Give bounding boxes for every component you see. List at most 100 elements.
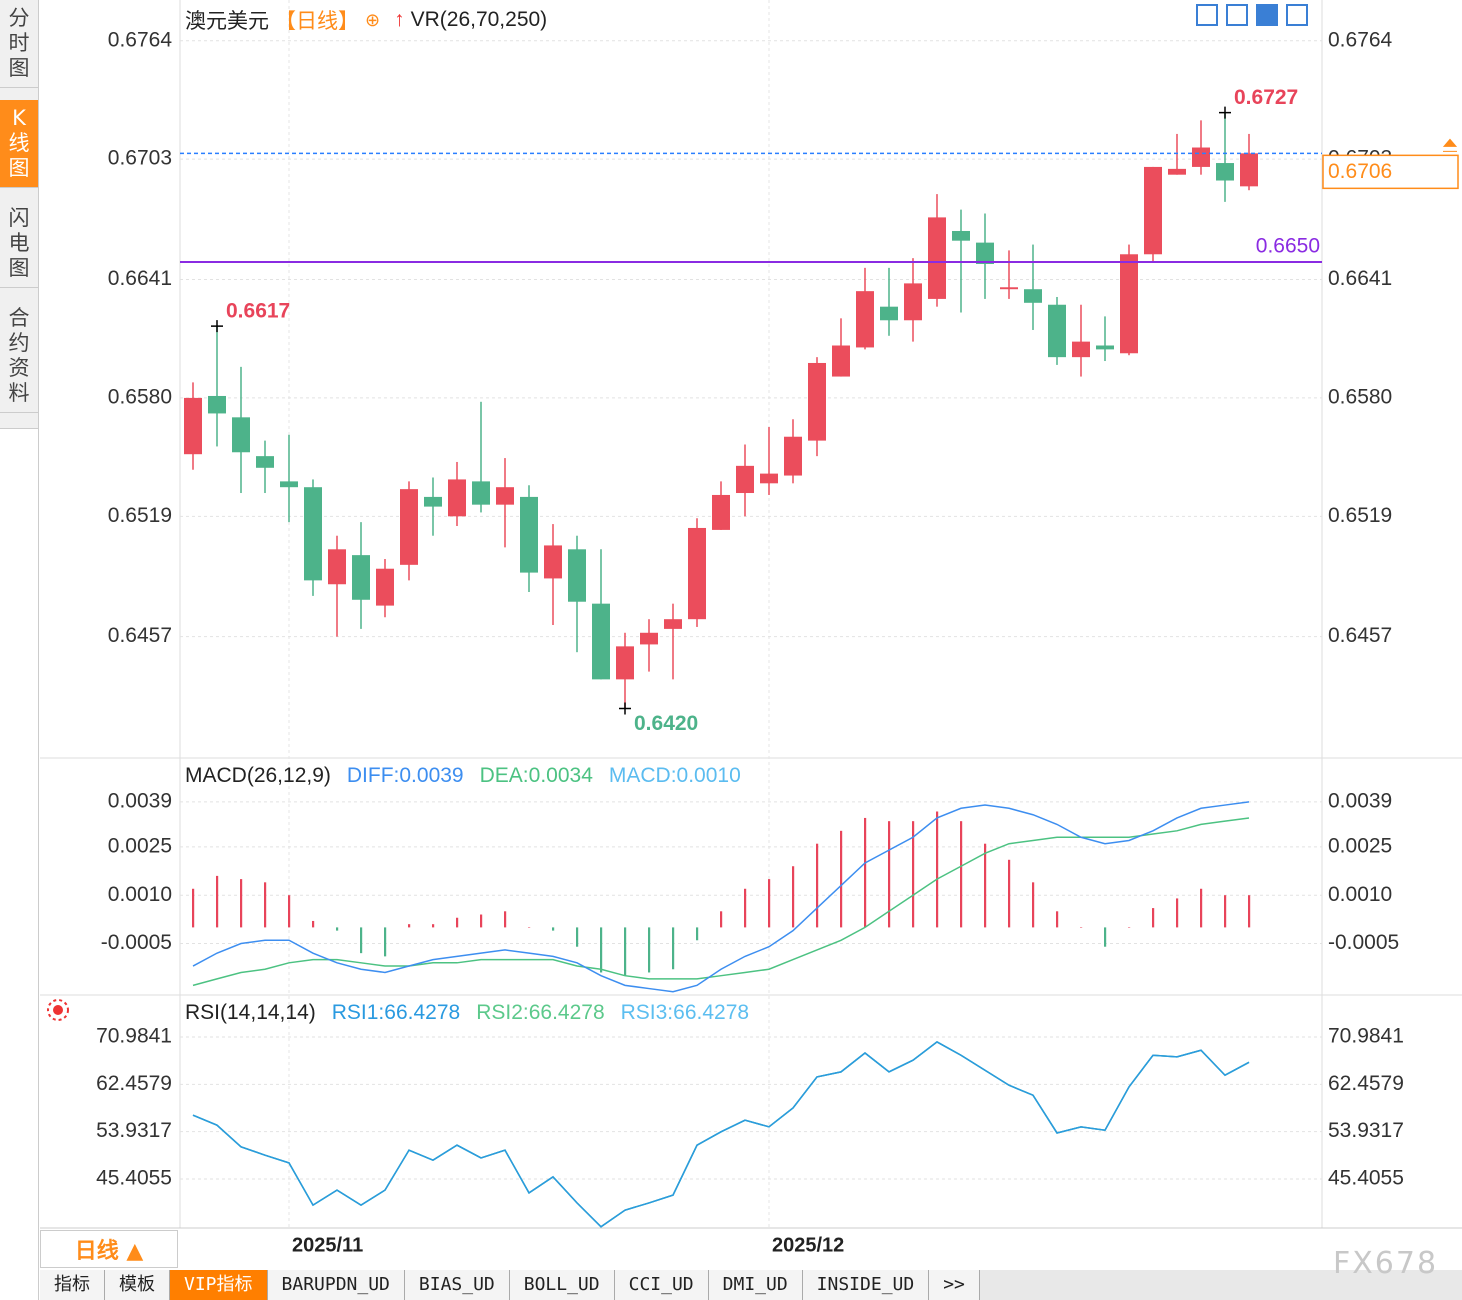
y2-tick-label: 0.0025 [1328, 834, 1392, 857]
y-tick-label: 70.9841 [96, 1025, 172, 1048]
candle-body [1120, 254, 1138, 354]
tab[interactable]: 分时图 [0, 0, 38, 88]
extreme-label: 0.6727 [1234, 86, 1298, 109]
candle-body [232, 417, 250, 453]
y2-tick-label: 0.6457 [1328, 624, 1392, 647]
y-tick-label: 0.6457 [108, 624, 172, 647]
candle-body [424, 496, 442, 507]
tab[interactable]: 闪电图 [0, 200, 38, 288]
candle-body [1048, 304, 1066, 358]
extreme-marker [619, 702, 631, 715]
tab[interactable]: 合约资料 [0, 300, 38, 413]
y-tick-label: -0.0005 [101, 931, 172, 954]
candle-body [808, 362, 826, 441]
period[interactable]: 【日线】 [275, 10, 359, 33]
candle-body [1144, 166, 1162, 255]
candle-body [976, 242, 994, 264]
macd-bar [312, 920, 315, 928]
macd-bar [1056, 911, 1059, 928]
candle-body [1216, 163, 1234, 181]
indicator-tab[interactable]: DMI_UD [708, 1270, 803, 1300]
panel-title[interactable]: RSI(14,14,14) [185, 1001, 316, 1024]
candle-body [184, 397, 202, 455]
macd-bar [840, 830, 843, 928]
add-icon[interactable]: ⊕ [365, 9, 381, 30]
candle-body [280, 481, 298, 488]
indicator-tab[interactable]: BARUPDN_UD [267, 1270, 405, 1300]
current-price-label: 0.6706 [1328, 160, 1392, 183]
period-button[interactable]: 日线 ▲ [40, 1230, 178, 1268]
y-tick-label: 0.0010 [108, 883, 172, 906]
macd-bar [1128, 927, 1131, 928]
indicator-line [192, 801, 1250, 993]
indicator-tab[interactable]: BOLL_UD [509, 1270, 615, 1300]
indicator-line [192, 817, 1250, 987]
candle-body [1096, 345, 1114, 350]
macd-bar [552, 927, 555, 931]
y2-tick-label: 0.0010 [1328, 883, 1392, 906]
candle-body [832, 345, 850, 377]
y2-tick-label: 0.6580 [1328, 385, 1392, 408]
candle-body [952, 230, 970, 241]
indicator-tab[interactable]: >> [929, 1270, 980, 1300]
tool[interactable] [1256, 4, 1278, 26]
tab[interactable]: K线图 [0, 100, 38, 188]
candle-body [448, 479, 466, 517]
y-tick-label: 62.4579 [96, 1072, 172, 1095]
y2-tick-label: 70.9841 [1328, 1025, 1404, 1048]
macd-bar [720, 911, 723, 928]
macd-bar [936, 811, 939, 928]
macd-bar [888, 821, 891, 928]
macd-bar [1008, 859, 1011, 928]
price-arrow [1442, 138, 1458, 152]
macd-bar [576, 927, 579, 947]
candle-body [256, 456, 274, 468]
indicator-tab[interactable]: VIP指标 [170, 1270, 268, 1300]
macd-bar [1152, 908, 1155, 928]
candle-body [592, 603, 610, 680]
legend-entry: DEA:0.0034 [479, 764, 593, 787]
macd-bar [456, 917, 459, 928]
legend-entry: MACD:0.0010 [608, 764, 741, 787]
sidebar-blank [0, 428, 38, 1300]
indicator-tab[interactable]: INSIDE_UD [802, 1270, 930, 1300]
indicator-tab[interactable]: CCI_UD [614, 1270, 709, 1300]
macd-bar [1080, 927, 1083, 928]
panel-title[interactable]: MACD(26,12,9) [185, 764, 331, 787]
legend-entry: RSI2:66.4278 [476, 1001, 605, 1024]
indicator[interactable]: VR(26,70,250) [410, 8, 548, 31]
y2-tick-label: 0.6764 [1328, 28, 1393, 51]
macd-bar [1032, 882, 1035, 928]
candle-body [1072, 341, 1090, 358]
candle-body [1024, 289, 1042, 303]
candle-body [616, 646, 634, 680]
candle-body [544, 545, 562, 579]
candle-body [400, 489, 418, 565]
candle-body [736, 465, 754, 494]
indicator-tab[interactable]: 指标 [40, 1270, 105, 1300]
candle-body [520, 496, 538, 573]
macd-bar [264, 882, 267, 928]
indicator-line [192, 1041, 1250, 1228]
legend-entry: RSI3:66.4278 [620, 1001, 750, 1024]
candle-body [1000, 287, 1018, 290]
y2-tick-label: 0.6519 [1328, 504, 1392, 527]
tool[interactable] [1226, 4, 1248, 26]
macd-bar [336, 927, 339, 931]
macd-bar [384, 927, 387, 957]
tool[interactable] [1286, 4, 1308, 26]
sidebar: 分时图 K线图 闪电图 合约资料 [0, 0, 39, 1300]
candle-body [208, 395, 226, 414]
macd-bar [288, 895, 291, 928]
indicator-tab[interactable]: BIAS_UD [404, 1270, 510, 1300]
y2-tick-label: -0.0005 [1328, 931, 1399, 954]
symbol: 澳元美元 [185, 10, 269, 33]
tool[interactable] [1196, 4, 1218, 26]
indicator-tab[interactable]: 模板 [105, 1270, 170, 1300]
macd-bar [432, 924, 435, 928]
y2-tick-label: 0.0039 [1328, 789, 1392, 812]
legend: RSI(14,14,14) RSI1:66.4278 RSI2:66.4278 RSI… [185, 1001, 749, 1025]
extreme-marker [211, 320, 223, 333]
y-tick-label: 53.9317 [96, 1119, 172, 1142]
macd-bar [1248, 895, 1251, 928]
